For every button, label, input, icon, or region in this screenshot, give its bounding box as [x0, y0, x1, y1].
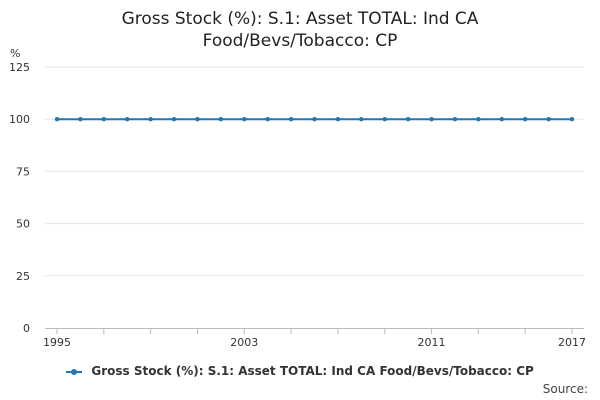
data-point[interactable]: [148, 117, 153, 122]
data-point[interactable]: [288, 117, 294, 122]
data-point[interactable]: [78, 117, 83, 122]
y-tick-label: 25: [16, 270, 30, 283]
y-tick-label: 0: [23, 322, 30, 335]
data-point[interactable]: [429, 117, 434, 122]
legend-item-label: Gross Stock (%): S.1: Asset TOTAL: Ind C…: [91, 364, 534, 378]
x-tick-label: 2017: [558, 336, 586, 349]
y-tick-label: 50: [16, 218, 30, 231]
series-group: [54, 117, 575, 122]
y-tick-label: 125: [9, 61, 30, 74]
chart-title: Gross Stock (%): S.1: Asset TOTAL: Ind C…: [0, 8, 600, 52]
data-point[interactable]: [335, 117, 341, 122]
data-point[interactable]: [218, 117, 224, 122]
data-point[interactable]: [382, 117, 387, 122]
data-point[interactable]: [195, 117, 200, 122]
legend[interactable]: Gross Stock (%): S.1: Asset TOTAL: Ind C…: [0, 364, 600, 378]
data-point[interactable]: [569, 117, 575, 122]
chart-title-line-1: Gross Stock (%): S.1: Asset TOTAL: Ind C…: [121, 9, 479, 29]
data-point[interactable]: [522, 117, 528, 122]
data-point[interactable]: [476, 117, 481, 122]
x-tick-label: 2003: [230, 336, 258, 349]
source-label: Source:: [542, 382, 588, 396]
x-tick-label: 1995: [43, 336, 71, 349]
data-point[interactable]: [54, 117, 60, 122]
data-point[interactable]: [171, 117, 177, 122]
chart-title-line-2: Food/Bevs/Tobacco: CP: [202, 31, 398, 51]
y-tick-label: 75: [16, 165, 30, 178]
data-point[interactable]: [499, 117, 504, 122]
y-tick-label: 100: [9, 113, 30, 126]
data-point[interactable]: [405, 117, 411, 122]
data-point[interactable]: [546, 117, 551, 122]
y-axis-unit-label: %: [10, 47, 20, 60]
data-point[interactable]: [125, 117, 130, 122]
data-point[interactable]: [101, 117, 107, 122]
gridlines: [45, 66, 584, 277]
data-point[interactable]: [452, 117, 458, 122]
data-point[interactable]: [265, 117, 270, 122]
data-point[interactable]: [359, 117, 364, 122]
x-tick-label: 2011: [418, 336, 446, 349]
data-point[interactable]: [312, 117, 317, 122]
data-point[interactable]: [242, 117, 247, 122]
y-axis-ticks: 0 25 50 75 100 125: [9, 61, 30, 335]
x-axis: 1995 2003 2011 2017: [43, 328, 586, 349]
legend-swatch-icon: [66, 367, 83, 377]
